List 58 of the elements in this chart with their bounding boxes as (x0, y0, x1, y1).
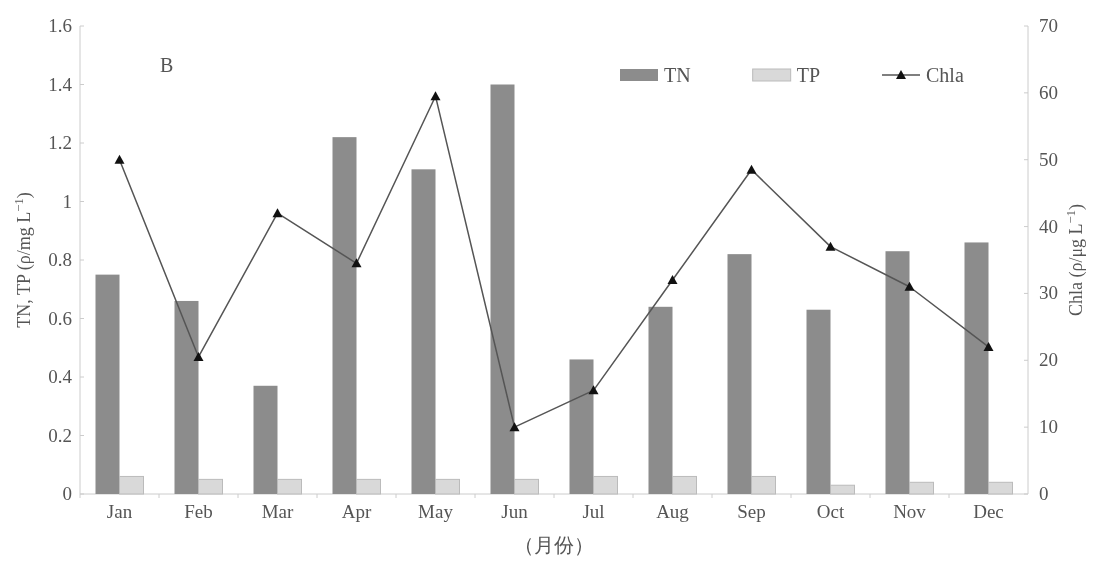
x-tick-label: Jan (106, 501, 133, 522)
y2-tick-label: 10 (1039, 416, 1058, 438)
bar (277, 478, 302, 495)
bar (435, 478, 460, 495)
y2-tick-label: 20 (1039, 349, 1058, 371)
bar (411, 169, 436, 494)
legend-label: TN (664, 64, 691, 86)
annotation: B (160, 54, 174, 76)
bar (569, 359, 594, 494)
bar (198, 478, 223, 495)
y-tick-label: 1 (62, 190, 72, 212)
y-tick-label: 1.6 (48, 15, 72, 36)
bar (648, 306, 673, 494)
bar (119, 475, 144, 495)
y-tick-label: 0.4 (48, 366, 73, 387)
y-tick-label: 0 (62, 483, 72, 504)
bar (672, 475, 697, 495)
y2-tick-label: 50 (1039, 148, 1058, 170)
bar (490, 84, 515, 494)
x-tick-label: Jun (501, 501, 529, 522)
bar (356, 478, 381, 495)
y-tick-label: 0.8 (48, 249, 72, 270)
bar (253, 385, 278, 494)
x-tick-label: Jul (582, 501, 605, 522)
y-tick-label: 1.2 (48, 132, 72, 153)
bar (332, 137, 357, 494)
x-tick-label: Apr (341, 501, 372, 522)
bar (988, 481, 1013, 495)
x-tick-label: Mar (261, 501, 294, 522)
bar (514, 478, 539, 495)
bar (830, 484, 855, 495)
y2-tick-label: 40 (1039, 215, 1058, 237)
x-tick-label: Sep (737, 501, 766, 522)
bar (593, 475, 618, 495)
y2-tick-label: 30 (1039, 282, 1058, 304)
x-tick-label: Oct (816, 501, 845, 522)
legend-label: TP (796, 64, 821, 86)
bar (885, 251, 910, 494)
x-tick-label: Aug (656, 501, 690, 522)
bar (751, 475, 776, 495)
bar (909, 481, 934, 495)
bar (727, 254, 752, 494)
y-tick-label: 1.4 (48, 73, 73, 95)
x-tick-label: May (418, 501, 454, 522)
bar (95, 274, 120, 494)
bar (964, 242, 989, 494)
y2-tick-label: 60 (1039, 81, 1058, 103)
x-axis-title: （月份） (514, 533, 594, 557)
y-tick-label: 0.2 (48, 424, 72, 446)
y2-tick-label: 0 (1039, 483, 1049, 504)
bar (174, 300, 199, 494)
y-tick-label: 0.6 (48, 307, 72, 329)
x-tick-label: Dec (973, 501, 1004, 522)
x-tick-label: Nov (893, 501, 927, 522)
bar (806, 309, 831, 494)
y2-tick-label: 70 (1039, 15, 1058, 36)
x-tick-label: Feb (184, 501, 213, 522)
legend-label: Chla (926, 64, 964, 86)
